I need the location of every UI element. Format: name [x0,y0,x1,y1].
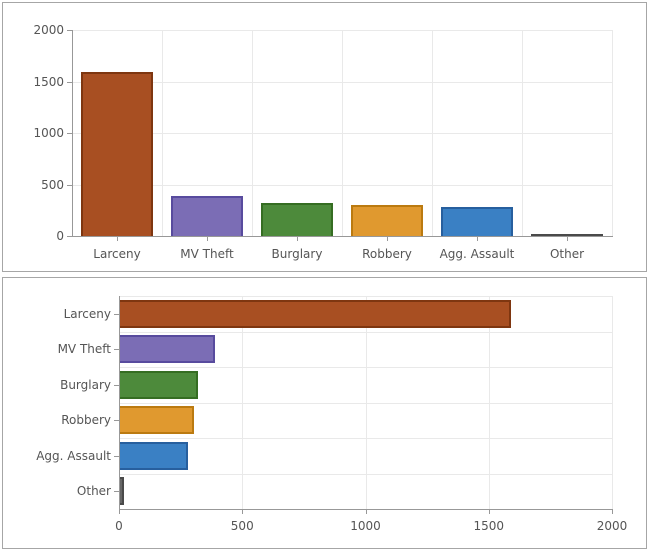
x-tick-label: 500 [230,519,254,533]
x-tick-mark [117,236,118,241]
y-tick-mark [114,349,119,351]
x-axis-line [72,236,613,237]
bar-larceny[interactable] [81,72,153,236]
x-tick-mark [365,509,367,514]
y-tick-label: 2000 [33,23,64,37]
category-label: Other [76,484,111,499]
y-tick-mark [114,491,119,493]
x-tick-label: 1000 [350,519,381,533]
bar-mv-theft[interactable] [171,195,243,236]
y-tick-label: 1000 [33,126,64,140]
bar-other[interactable] [531,233,603,236]
bar-robbery[interactable] [119,406,195,435]
category-label: Robbery [362,247,412,261]
category-label: Robbery [61,413,111,428]
y-tick-mark [114,313,119,315]
y-tick-mark [114,420,119,422]
gridline [522,30,523,236]
x-tick-mark [387,236,388,241]
x-tick-mark [297,236,298,241]
x-tick-mark [119,509,120,514]
gridline [488,296,490,509]
x-tick-label: 0 [115,519,123,533]
y-tick-mark [67,81,72,83]
bar-burglary[interactable] [119,370,198,399]
x-tick-mark [207,236,208,241]
vertical-bar-chart: 0 500 1000 1500 2000 Larceny MV Theft Burglary R… [3,3,646,271]
category-label: MV Theft [180,247,234,261]
bar-other[interactable] [119,477,124,506]
y-tick-mark [67,30,72,31]
bar-burglary[interactable] [261,203,333,236]
bar-agg-assault[interactable] [441,207,513,236]
category-label: Other [549,247,585,261]
x-tick-mark [612,509,613,514]
bar-larceny[interactable] [119,299,511,328]
vertical-bar-chart-panel: 0 500 1000 1500 2000 Larceny MV Theft Burglary R… [2,2,647,272]
gridline [342,30,343,236]
category-label: Larceny [93,247,141,261]
horizontal-bar-chart: 0 500 1000 1500 2000 Larceny MV Theft Burglary R… [3,278,646,548]
gridline [432,30,433,236]
x-tick-label: 1500 [473,519,505,533]
category-label: Burglary [271,247,323,261]
horizontal-bar-chart-panel: 0 500 1000 1500 2000 Larceny MV Theft Burglary R… [2,277,647,549]
x-tick-label: 2000 [596,519,628,533]
x-tick-mark [488,509,490,514]
x-tick-mark [567,236,568,241]
y-axis-line [72,30,73,237]
category-label: Agg. Assault [439,247,515,261]
gridline [365,296,367,509]
category-label: Larceny [63,306,111,321]
gridline [242,296,244,509]
gridline [612,296,613,509]
gridline [252,30,253,236]
bar-robbery[interactable] [351,204,423,236]
gridline [162,30,163,236]
y-tick-label: 500 [41,177,64,192]
y-tick-label: 0 [56,229,64,243]
bar-mv-theft[interactable] [119,335,216,364]
category-label: Agg. Assault [36,448,111,463]
y-tick-mark [114,455,119,457]
gridline [612,30,613,236]
y-tick-mark [67,236,72,237]
x-tick-mark [477,236,478,241]
y-tick-mark [114,384,119,386]
y-tick-mark [67,184,72,186]
y-tick-label: 1500 [33,74,64,89]
bar-agg-assault[interactable] [119,441,189,470]
category-label: MV Theft [57,342,111,357]
category-label: Burglary [60,377,111,392]
y-tick-mark [67,133,72,134]
y-axis-line [119,296,120,510]
x-tick-mark [242,509,244,514]
